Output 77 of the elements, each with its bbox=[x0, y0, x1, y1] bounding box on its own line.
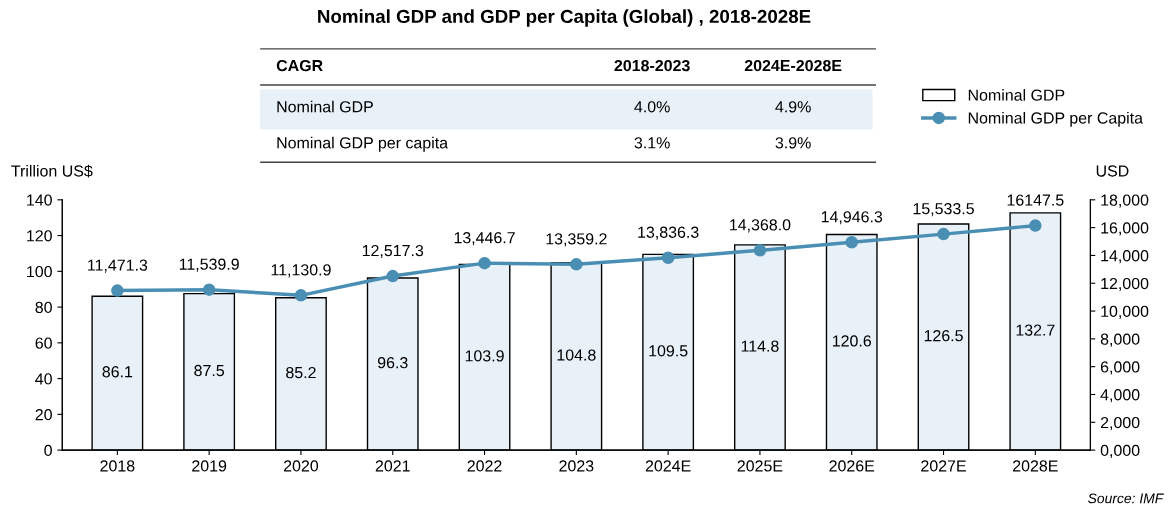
data-label: 11,539.9 bbox=[179, 258, 239, 272]
y2-tick-label: 4,000 bbox=[1100, 389, 1140, 403]
data-label: 120.6 bbox=[832, 335, 872, 347]
data-label: 11,471.3 bbox=[88, 259, 148, 273]
chart-title: Nominal GDP and GDP per Capita (Global) , 2018-2028E bbox=[318, 9, 811, 27]
point bbox=[570, 258, 583, 271]
data-label: 15,533.5 bbox=[913, 202, 974, 217]
x-tick-label: 2028E bbox=[1013, 460, 1058, 472]
x-tick-label: 2026E bbox=[829, 460, 875, 472]
text: 4.0% bbox=[634, 101, 670, 113]
data-label: 13,836.3 bbox=[638, 226, 699, 240]
point bbox=[202, 283, 216, 296]
data-label: 114.8 bbox=[741, 340, 779, 352]
x-tick-label: 2025E bbox=[737, 460, 783, 472]
x-tick-label: 2022 bbox=[467, 460, 502, 472]
y2-tick-label: 6,000 bbox=[1100, 361, 1140, 375]
x-tick-label: 2023 bbox=[559, 460, 594, 472]
data-label: 13,446.7 bbox=[454, 232, 515, 246]
x-tick-label: 2020 bbox=[283, 460, 319, 472]
y2-tick-label: 14,000 bbox=[1101, 250, 1149, 264]
y-tick-label: 40 bbox=[35, 373, 52, 385]
point bbox=[753, 244, 767, 257]
x-tick-label: 2027E bbox=[921, 460, 966, 472]
y-tick-label: 80 bbox=[35, 301, 52, 314]
y-tick-label: 0 bbox=[44, 444, 52, 457]
y-tick-label: 100 bbox=[27, 265, 52, 278]
data-label: 14,368.0 bbox=[730, 219, 791, 233]
point bbox=[937, 227, 950, 241]
point bbox=[478, 256, 491, 270]
data-label: 12,517.3 bbox=[362, 244, 424, 259]
y2-tick-label: 12,000 bbox=[1101, 277, 1149, 292]
x-tick-label: 2019 bbox=[192, 460, 227, 472]
legend-label: Nominal GDP per Capita bbox=[968, 111, 1144, 127]
source-note: Source: IMF bbox=[1088, 493, 1164, 504]
data-label: 109.5 bbox=[649, 345, 688, 357]
y2-tick-label: 18,000 bbox=[1101, 194, 1149, 208]
text: 4.9% bbox=[775, 101, 811, 113]
y-tick-label: 120 bbox=[27, 230, 52, 242]
text: 2024E-2028E bbox=[744, 59, 842, 72]
point bbox=[111, 284, 124, 297]
text: Nominal GDP bbox=[277, 100, 373, 113]
data-label: 126.5 bbox=[924, 330, 963, 342]
text: CAGR bbox=[276, 59, 323, 72]
x-tick-label: 2021 bbox=[375, 460, 410, 472]
y2-axis-title: USD bbox=[1096, 165, 1129, 177]
y2-tick-label: 10,000 bbox=[1101, 305, 1149, 319]
data-label: 11,130.9 bbox=[271, 264, 331, 278]
data-label: 96.3 bbox=[377, 357, 408, 369]
y2-tick-label: 0,000 bbox=[1100, 444, 1140, 458]
y2-tick-label: 2,000 bbox=[1100, 416, 1140, 431]
data-label: 104.8 bbox=[557, 349, 596, 361]
text: Nominal GDP per capita bbox=[277, 136, 449, 152]
data-label: 85.2 bbox=[286, 366, 316, 379]
data-label: 87.5 bbox=[194, 364, 225, 377]
data-label: 13,359.2 bbox=[546, 233, 607, 247]
data-label: 86.1 bbox=[102, 366, 133, 378]
y-tick-label: 140 bbox=[27, 194, 52, 206]
text: 2018-2023 bbox=[614, 59, 690, 72]
y-tick-label: 20 bbox=[35, 408, 52, 421]
y2-tick-label: 16,000 bbox=[1101, 222, 1149, 236]
point bbox=[294, 289, 308, 302]
data-label: 103.9 bbox=[465, 350, 504, 362]
data-label: 16147.5 bbox=[1007, 194, 1064, 206]
y-axis-title: Trillion US$ bbox=[11, 164, 93, 178]
y2-tick-label: 8,000 bbox=[1100, 333, 1140, 347]
x-tick-label: 2018 bbox=[100, 460, 135, 472]
text: 3.9% bbox=[775, 137, 811, 149]
point bbox=[386, 269, 399, 283]
data-label: 132.7 bbox=[1016, 324, 1055, 336]
x-tick-label: 2024E bbox=[645, 460, 691, 472]
point bbox=[1029, 219, 1042, 232]
data-label: 14,946.3 bbox=[821, 211, 883, 225]
point bbox=[661, 251, 675, 264]
text: 3.1% bbox=[634, 137, 670, 149]
point bbox=[845, 236, 858, 249]
y-tick-label: 60 bbox=[35, 337, 52, 349]
legend-label: Nominal GDP bbox=[968, 89, 1065, 101]
